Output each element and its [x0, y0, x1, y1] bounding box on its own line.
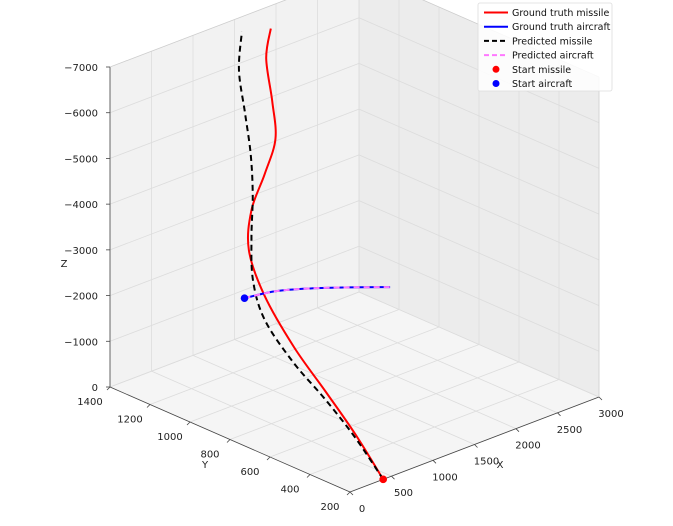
x-axis-label: X [497, 460, 504, 471]
tick-labels: 0 500 1000 1500 2000 2500 3000 200 400 600 800 1000… [64, 63, 624, 515]
gridline-z-wallY [109, 200, 360, 296]
gridline-z-wallY [109, 108, 360, 205]
y-tick-label: 200 [320, 502, 339, 513]
y-tick-label: 600 [240, 467, 259, 478]
gridline-y-floor [189, 326, 440, 423]
gridline-y-floor [229, 344, 480, 440]
x-tick-mark [391, 475, 395, 480]
x-tick-mark [598, 396, 603, 401]
y-tick-mark [226, 439, 231, 443]
y-tick-label: 800 [200, 450, 219, 461]
series-ground-truth-missile [246, 28, 385, 480]
z-axis-label: Z [61, 259, 68, 270]
x-tick-label: 500 [394, 488, 413, 499]
legend-marker [492, 80, 500, 87]
start-markers [240, 294, 388, 484]
x-tick-label: 2500 [557, 425, 582, 436]
legend-marker [492, 65, 500, 73]
gridline-z-wallY [109, 154, 360, 251]
y-tick-mark [346, 491, 351, 496]
x-tick-mark [432, 460, 437, 464]
series-predicted-missile [237, 31, 385, 480]
y-tick-label: 400 [280, 485, 299, 496]
y-tick-mark [186, 421, 191, 426]
x-tick-label: 1000 [432, 472, 457, 483]
z-tick-label: −6000 [64, 109, 98, 120]
y-tick-mark [306, 474, 311, 478]
z-tick-label: −7000 [64, 63, 98, 74]
z-tick-label: −1000 [64, 337, 98, 348]
z-tick-label: −3000 [64, 246, 98, 257]
legend-label: Ground truth aircraft [512, 22, 611, 33]
gridline-y-floor [149, 309, 400, 405]
y-tick-mark [146, 404, 151, 408]
gridline-z-wallX [358, 291, 600, 398]
x-tick-mark [515, 428, 520, 432]
legend: Ground truth missile Ground truth aircraf… [477, 2, 613, 92]
x-tick-label: 0 [359, 504, 365, 515]
z-tick-label: −4000 [64, 200, 98, 211]
y-axis-label: Y [201, 460, 209, 471]
series-lines [237, 28, 391, 480]
y-tick-mark [106, 386, 111, 391]
x-tick-mark [349, 491, 354, 496]
legend-label: Start aircraft [512, 79, 573, 90]
y-tick-label: 1000 [157, 432, 182, 443]
gridline-z-wallX [358, 63, 600, 169]
y-tick-label: 1400 [77, 397, 102, 408]
legend-frame [477, 2, 613, 92]
legend-label: Start missile [512, 65, 571, 76]
gridline-y-floor [309, 379, 560, 475]
marker-start-aircraft [240, 294, 249, 302]
gridline-y-floor [269, 361, 520, 458]
marker-start-missile [379, 475, 388, 484]
x-tick-label: 2000 [515, 441, 540, 452]
x-tick-mark [557, 412, 561, 417]
z-tick-label: −5000 [64, 154, 98, 165]
gridline-z-wallY [109, 245, 360, 342]
z-tick-label: 0 [92, 383, 98, 394]
legend-label: Ground truth missile [512, 8, 609, 19]
gridline-z-wallY [109, 17, 360, 114]
gridline-z-wallY [109, 63, 360, 159]
gridline-z-wallX [358, 154, 600, 261]
series-predicted-aircraft [244, 286, 391, 300]
x-tick-label: 1500 [474, 457, 499, 468]
legend-label: Predicted missile [512, 36, 593, 47]
z-tick-label: −2000 [64, 292, 98, 303]
gridline-z-wallY [109, 291, 360, 388]
axis-labels: X Y Z [61, 259, 504, 471]
x-tick-mark [474, 444, 478, 448]
gridline-z-wallX [358, 200, 600, 306]
gridline-z-wallX [358, 108, 600, 215]
gridline-z-wallX [358, 245, 600, 352]
y-tick-mark [266, 456, 271, 461]
x-tick-label: 3000 [598, 409, 623, 420]
legend-label: Predicted aircraft [512, 51, 594, 62]
y-tick-label: 1200 [117, 415, 142, 426]
pane-edge [109, 0, 287, 68]
